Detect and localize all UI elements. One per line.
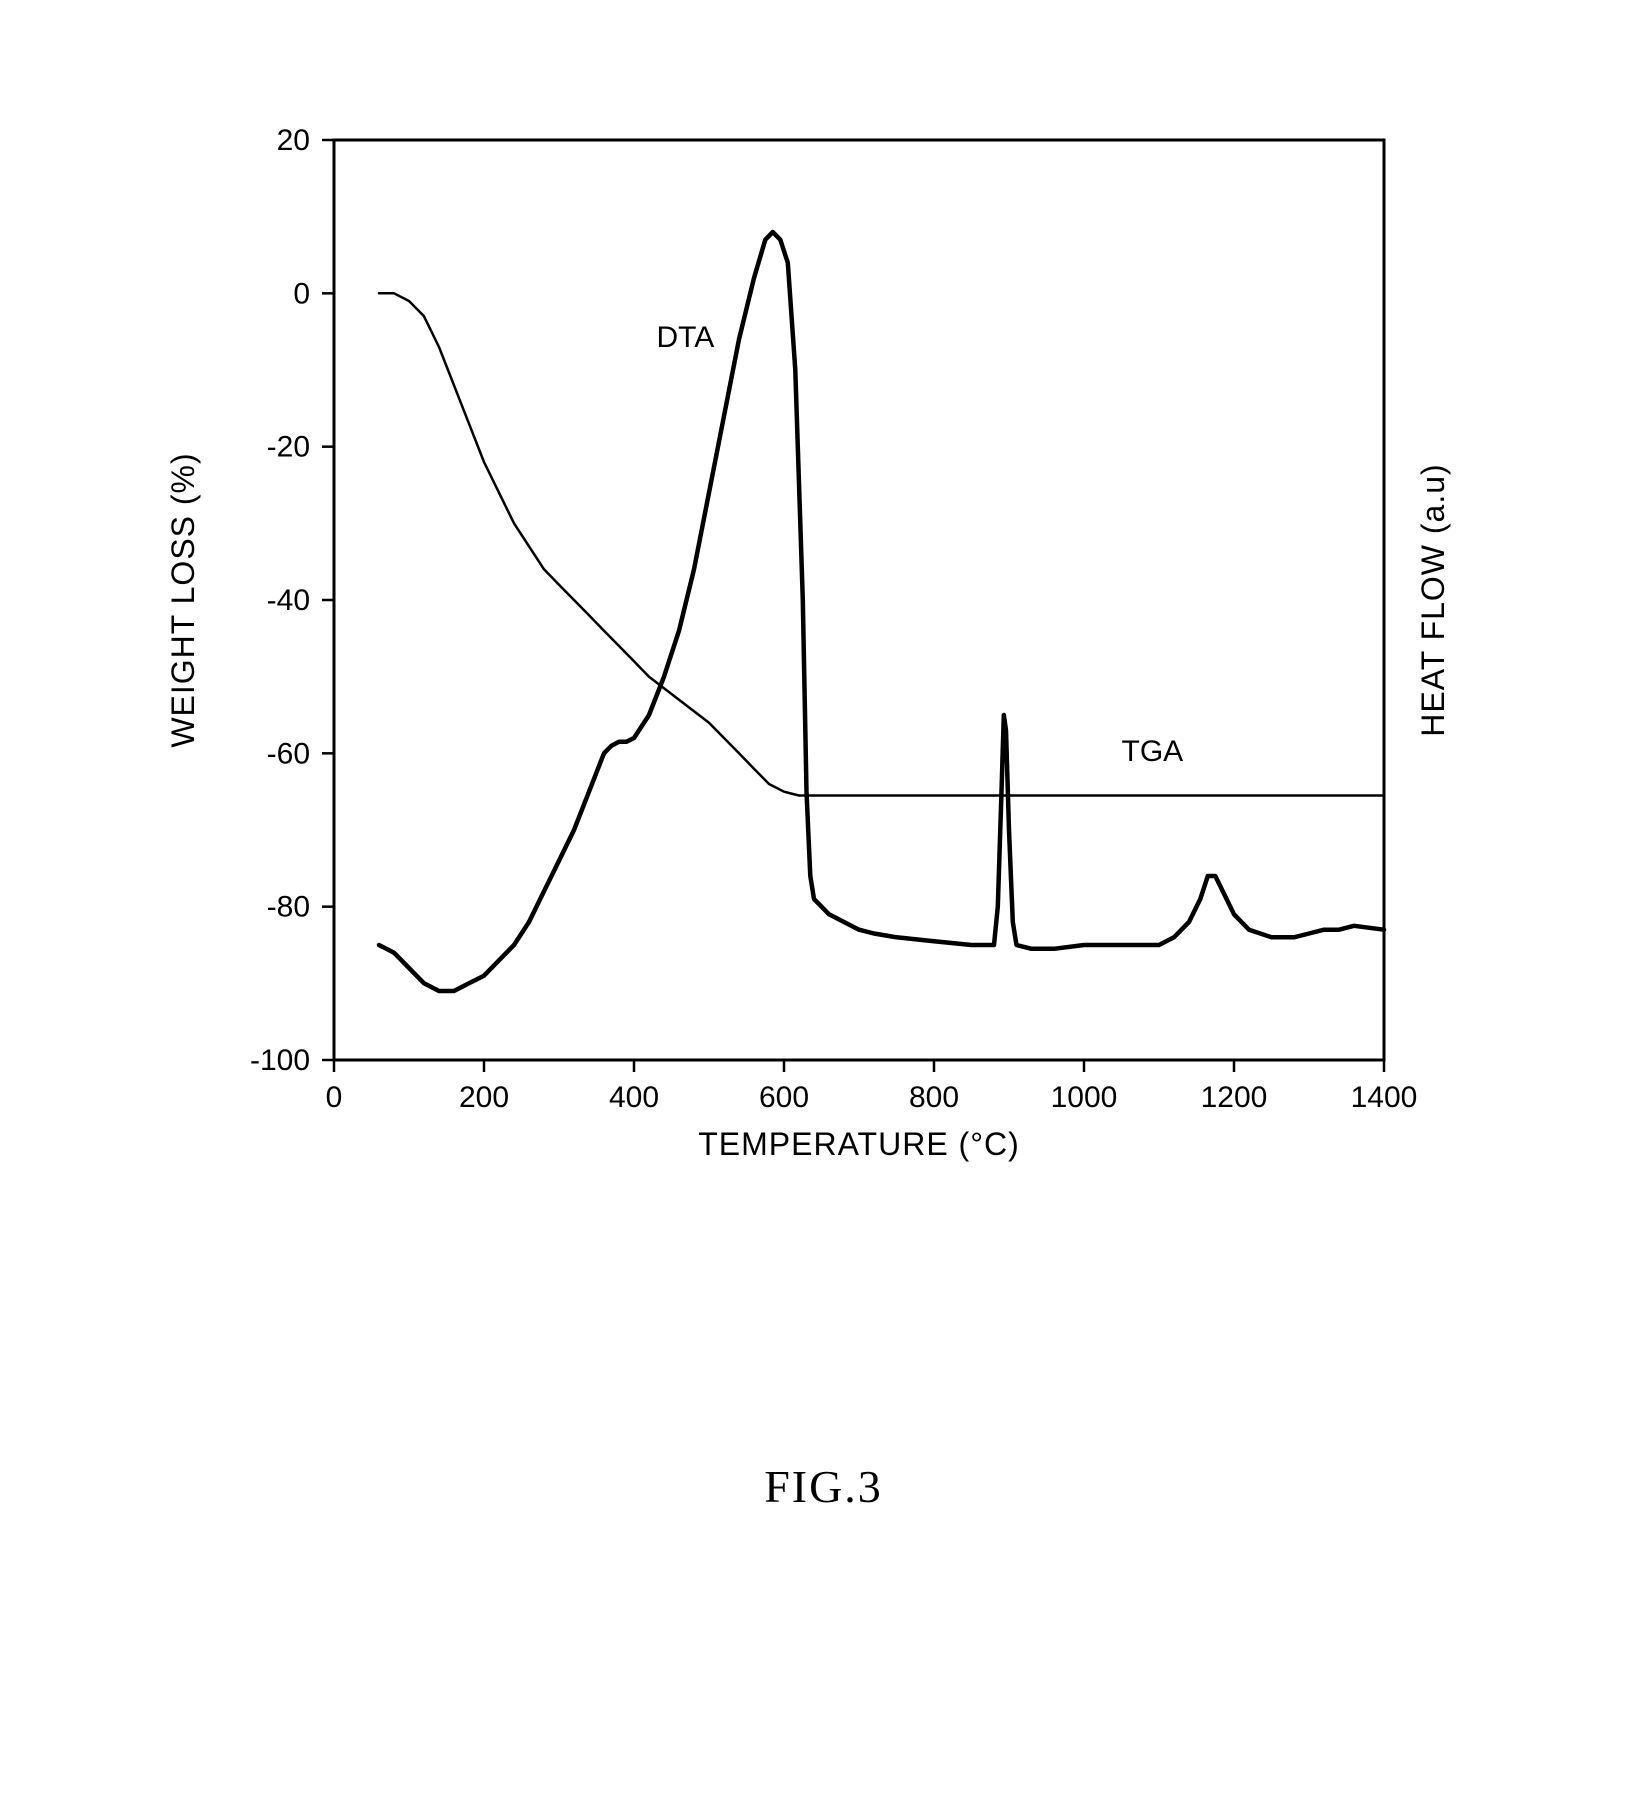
series-label-dta: DTA bbox=[656, 321, 714, 354]
x-tick-label: 1000 bbox=[1050, 1081, 1117, 1114]
x-tick-label: 1400 bbox=[1350, 1081, 1417, 1114]
figure-caption: FIG.3 bbox=[764, 1460, 883, 1513]
chart-svg: 0200400600800100012001400-100-80-60-40-2… bbox=[124, 80, 1524, 1280]
y-right-axis-label: HEAT FLOW (a.u) bbox=[1415, 463, 1451, 736]
series-label-tga: TGA bbox=[1121, 735, 1183, 768]
y-tick-label: 0 bbox=[293, 277, 310, 310]
y-tick-label: 20 bbox=[276, 124, 309, 157]
x-tick-label: 0 bbox=[325, 1081, 342, 1114]
x-axis-label: TEMPERATURE (°C) bbox=[698, 1126, 1020, 1162]
y-tick-label: -80 bbox=[266, 891, 309, 924]
y-tick-label: -20 bbox=[266, 431, 309, 464]
series-tga bbox=[379, 293, 1384, 795]
y-tick-label: -40 bbox=[266, 584, 309, 617]
chart-container: 0200400600800100012001400-100-80-60-40-2… bbox=[124, 80, 1524, 1280]
y-tick-label: -60 bbox=[266, 737, 309, 770]
x-tick-label: 600 bbox=[758, 1081, 808, 1114]
series-dta bbox=[379, 232, 1384, 991]
y-left-axis-label: WEIGHT LOSS (%) bbox=[165, 452, 201, 747]
x-tick-label: 1200 bbox=[1200, 1081, 1267, 1114]
x-tick-label: 800 bbox=[908, 1081, 958, 1114]
x-tick-label: 400 bbox=[608, 1081, 658, 1114]
x-tick-label: 200 bbox=[458, 1081, 508, 1114]
y-tick-label: -100 bbox=[249, 1044, 309, 1077]
plot-border bbox=[334, 140, 1384, 1060]
